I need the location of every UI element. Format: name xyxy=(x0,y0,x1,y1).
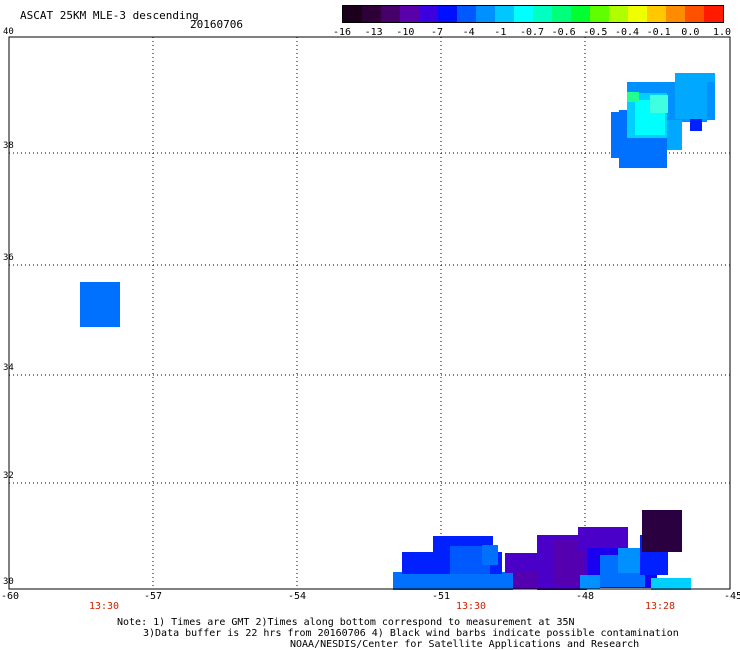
colorbar-label: 0.0 xyxy=(681,27,700,38)
swath-cell xyxy=(627,92,639,102)
colorbar-label: -16 xyxy=(332,27,352,38)
colorbar-segment xyxy=(552,6,571,22)
swath-cell xyxy=(667,120,682,150)
colorbar-segment xyxy=(514,6,533,22)
pass-time-label: 13:30 xyxy=(88,601,120,612)
colorbar-label: -7 xyxy=(430,27,444,38)
colorbar-segment xyxy=(343,6,362,22)
colorbar-segment xyxy=(685,6,704,22)
swath-cell xyxy=(618,548,643,573)
colorbar-segment xyxy=(666,6,685,22)
colorbar-label: -0.6 xyxy=(551,27,576,38)
x-tick-label: -60 xyxy=(0,591,20,602)
swath-cell xyxy=(651,578,691,590)
colorbar-segment xyxy=(571,6,590,22)
data-swath xyxy=(80,73,715,590)
colorbar-segment xyxy=(704,6,723,22)
swath-cell xyxy=(482,545,498,565)
y-tick-label: 36 xyxy=(3,253,14,263)
colorbar-segment xyxy=(457,6,476,22)
pass-time-label: 13:30 xyxy=(455,601,487,612)
colorbar-segment xyxy=(381,6,400,22)
colorbar-label: -13 xyxy=(364,27,383,38)
colorbar-label: -0.5 xyxy=(583,27,608,38)
colorbar-label: -1 xyxy=(494,27,507,38)
swath-cell xyxy=(578,527,628,552)
swath-cell xyxy=(393,572,513,590)
colorbar-label: 1.0 xyxy=(712,27,732,38)
colorbar-segment xyxy=(647,6,666,22)
note-line-3: NOAA/NESDIS/Center for Satellite Applica… xyxy=(290,639,640,650)
swath-cell xyxy=(707,82,715,120)
swath-cell xyxy=(611,112,623,158)
swath-cell xyxy=(580,575,600,589)
colorbar-segment xyxy=(533,6,552,22)
note-line-1: Note: 1) Times are GMT 2)Times along bot… xyxy=(117,617,575,628)
colorbar-segment xyxy=(628,6,647,22)
note-line-2: 3)Data buffer is 22 hrs from 20160706 4)… xyxy=(143,628,679,639)
colorbar-labels: -16 -13 -10 -7 -4 -1 -0.7 -0.6 -0.5 -0.4 -0.1 0.0 1.… xyxy=(333,27,731,39)
colorbar-segment xyxy=(438,6,457,22)
y-tick-label: 40 xyxy=(3,27,14,37)
x-tick-label: -57 xyxy=(143,591,163,602)
colorbar-label: -0.4 xyxy=(614,27,640,38)
swath-cell xyxy=(505,553,545,573)
plot-frame xyxy=(8,36,731,590)
grid-lines xyxy=(9,37,730,589)
colorbar-segment xyxy=(419,6,438,22)
colorbar-label: -10 xyxy=(396,27,415,38)
y-tick-label: 34 xyxy=(3,363,14,373)
map-date: 20160706 xyxy=(190,18,243,31)
colorbar-segment xyxy=(590,6,609,22)
colorbar-segment xyxy=(495,6,514,22)
pass-time-label: 13:28 xyxy=(644,601,676,612)
colorbar xyxy=(342,5,724,23)
y-tick-label: 38 xyxy=(3,141,14,151)
y-tick-label: 30 xyxy=(3,577,14,587)
y-tick-label: 32 xyxy=(3,471,14,481)
swath-cell xyxy=(690,119,702,131)
colorbar-segment xyxy=(609,6,628,22)
x-tick-label: -54 xyxy=(287,591,307,602)
colorbar-label: -4 xyxy=(462,27,475,38)
colorbar-label: -0.7 xyxy=(519,27,545,38)
map-title: ASCAT 25KM MLE-3 descending xyxy=(20,9,199,22)
swath-cell xyxy=(650,95,668,113)
colorbar-segment xyxy=(400,6,419,22)
x-tick-label: -45 xyxy=(723,591,740,602)
swath-cell xyxy=(80,282,120,327)
swath-cell xyxy=(642,510,682,552)
x-tick-label: -48 xyxy=(575,591,595,602)
x-tick-label: -51 xyxy=(431,591,451,602)
colorbar-segment xyxy=(362,6,381,22)
colorbar-segment xyxy=(476,6,495,22)
colorbar-label: -0.1 xyxy=(646,27,671,38)
